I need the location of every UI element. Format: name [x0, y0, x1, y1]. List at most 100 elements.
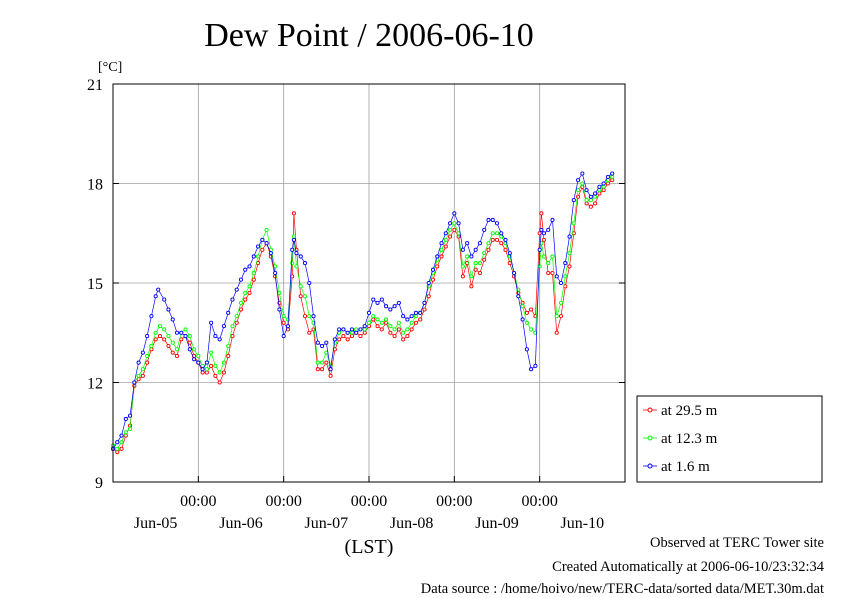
- legend-box: [636, 395, 823, 483]
- legend-label: at 29.5 m: [661, 403, 718, 419]
- data-point: [345, 330, 350, 335]
- data-point: [584, 198, 589, 203]
- data-point: [426, 280, 431, 286]
- data-point: [337, 337, 342, 342]
- data-point: [465, 241, 470, 246]
- data-point: [375, 317, 380, 322]
- data-point: [234, 287, 239, 292]
- footer-created: Created Automatically at 2006-06-10/23:3…: [552, 559, 824, 575]
- data-point: [539, 227, 544, 232]
- x-day-label: Jun-05: [134, 515, 178, 532]
- data-point: [145, 360, 150, 365]
- data-point: [264, 241, 269, 246]
- legend: at 29.5 m at 12.3 m at 1.6 m: [636, 395, 823, 483]
- x-tick-label: 00:00: [180, 493, 216, 510]
- data-point: [482, 257, 487, 262]
- data-point: [554, 330, 559, 335]
- data-point: [209, 320, 214, 325]
- data-point: [260, 237, 265, 242]
- data-point: [452, 227, 457, 232]
- data-point: [192, 347, 197, 352]
- data-point: [418, 317, 423, 322]
- data-point: [494, 237, 500, 242]
- data-point: [571, 198, 576, 203]
- data-point: [580, 181, 585, 186]
- data-point: [273, 270, 278, 276]
- data-point: [192, 357, 197, 362]
- data-point: [435, 264, 440, 269]
- data-point: [588, 204, 593, 209]
- x-day-label: Jun-08: [390, 515, 434, 532]
- data-point: [546, 227, 551, 232]
- y-tick-label: 12: [87, 376, 103, 393]
- data-point: [405, 327, 410, 332]
- y-axis-unit-label: [°C]: [98, 60, 122, 75]
- data-point: [558, 300, 564, 305]
- x-day-label: Jun-07: [305, 515, 349, 532]
- data-point: [251, 277, 256, 282]
- data-point: [119, 440, 124, 445]
- data-point: [533, 363, 538, 368]
- footer-data-source: Data source : /home/hoivo/new/TERC-data/…: [420, 581, 824, 597]
- data-point: [149, 343, 154, 349]
- data-point: [379, 320, 384, 325]
- data-point: [443, 237, 448, 242]
- data-point: [490, 217, 495, 223]
- data-point: [221, 370, 226, 375]
- data-point: [366, 320, 372, 325]
- data-point: [298, 254, 303, 259]
- data-point: [486, 247, 491, 252]
- data-point: [290, 247, 295, 252]
- y-tick-label: 15: [87, 276, 103, 293]
- data-point: [320, 343, 325, 349]
- data-point: [439, 254, 444, 259]
- data-point: [537, 264, 542, 269]
- data-point: [529, 307, 534, 312]
- data-point: [362, 327, 367, 332]
- data-point: [392, 304, 397, 309]
- data-point: [401, 330, 406, 335]
- data-point: [128, 413, 133, 418]
- data-point: [213, 363, 218, 368]
- data-point: [166, 343, 171, 349]
- data-point: [452, 221, 457, 226]
- data-point: [345, 337, 350, 342]
- data-point: [307, 330, 312, 335]
- data-point: [251, 270, 256, 276]
- data-point: [469, 284, 474, 289]
- data-point: [221, 360, 226, 365]
- data-point: [392, 327, 397, 332]
- data-point: [405, 334, 410, 339]
- data-point: [156, 287, 161, 292]
- data-point: [187, 347, 192, 352]
- data-point: [162, 327, 167, 332]
- data-point: [460, 264, 465, 269]
- data-point: [166, 307, 171, 312]
- data-point: [119, 433, 124, 438]
- data-point: [448, 227, 453, 232]
- data-point: [567, 264, 572, 269]
- data-point: [418, 310, 423, 315]
- data-point: [490, 237, 495, 242]
- data-point: [341, 334, 346, 339]
- series-layer: [110, 171, 615, 455]
- data-point: [558, 280, 564, 286]
- data-point: [115, 450, 120, 455]
- data-point: [529, 367, 534, 372]
- data-point: [238, 307, 244, 312]
- data-point: [170, 350, 175, 355]
- data-point: [375, 324, 380, 329]
- data-point: [170, 317, 175, 322]
- data-point: [584, 201, 589, 206]
- data-point: [153, 294, 158, 299]
- data-point: [460, 274, 465, 279]
- data-point: [247, 290, 252, 296]
- data-point: [576, 178, 581, 183]
- data-point: [307, 280, 312, 286]
- data-point: [388, 324, 393, 329]
- data-point: [537, 247, 542, 252]
- x-axis-label: (LST): [345, 536, 394, 558]
- data-point: [469, 274, 474, 279]
- data-point: [315, 340, 320, 345]
